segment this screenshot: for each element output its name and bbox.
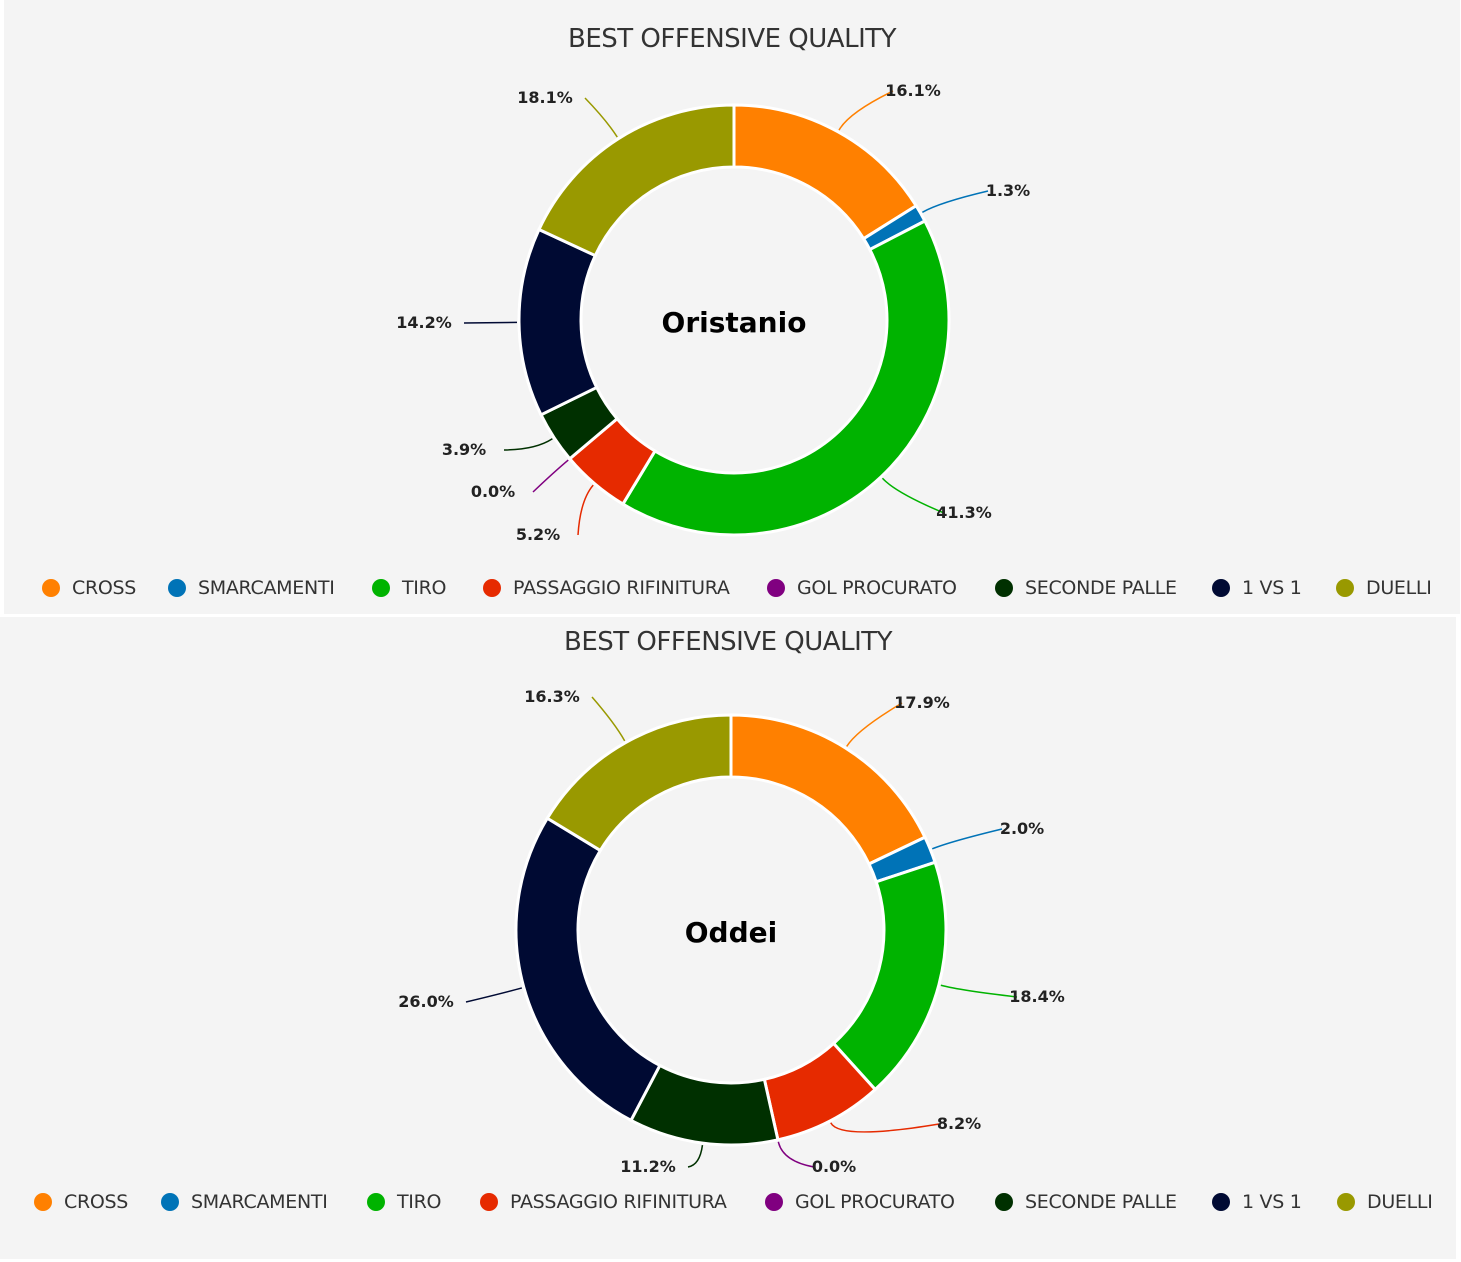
data-label: 3.9% (442, 440, 486, 459)
legend-item-smarcamenti[interactable]: SMARCAMENTI (161, 1190, 328, 1214)
leader-line (532, 459, 569, 493)
legend-marker-icon (367, 1193, 385, 1211)
donut-chart-oristanio: 16.1% 1.3% 41.3% 5.2% 0.0% 3.9% 14.2% 18.1% Oris… (396, 81, 1030, 544)
leader-line (687, 1145, 704, 1168)
leader-line (838, 90, 894, 131)
legend-item-seconde-palle[interactable]: SECONDE PALLE (995, 576, 1177, 600)
donut-slice-cross[interactable] (729, 713, 927, 866)
data-label: 8.2% (937, 1114, 981, 1133)
legend-label: TIRO (402, 577, 447, 599)
legend-marker-icon (767, 579, 785, 597)
legend-label: GOL PROCURATO (795, 1191, 955, 1213)
chart-title: BEST OFFENSIVE QUALITY (567, 24, 897, 54)
legend-marker-icon (480, 1193, 498, 1211)
leader-line (591, 696, 626, 742)
chart-panel-oristanio: BEST OFFENSIVE QUALITY 16.1% 1.3% 41.3% 5.2… (4, 0, 1460, 614)
data-label: 16.1% (885, 81, 941, 100)
data-label: 17.9% (894, 693, 950, 712)
donut-center-label: Oddei (685, 916, 777, 949)
legend-label: SMARCAMENTI (198, 577, 335, 599)
legend-item-duelli[interactable]: DUELLI (1337, 1190, 1433, 1214)
leader-line (463, 321, 518, 324)
legend-label: CROSS (72, 577, 137, 599)
legend-label: CROSS (64, 1191, 129, 1213)
legend-label: 1 VS 1 (1242, 577, 1302, 599)
legend-item-tiro[interactable]: TIRO (367, 1190, 441, 1214)
legend-marker-icon (1212, 1193, 1230, 1211)
donut-center-label: Oristanio (662, 306, 807, 339)
legend-label: TIRO (397, 1191, 442, 1213)
leader-line (846, 702, 903, 747)
data-label: 18.1% (517, 88, 573, 107)
legend-marker-icon (765, 1193, 783, 1211)
data-label: 2.0% (1000, 819, 1044, 838)
chart-panel-oddei: BEST OFFENSIVE QUALITY 17.9% 2.0% 18.4% 8.2… (0, 617, 1456, 1259)
data-label: 18.4% (1009, 987, 1065, 1006)
legend-item-seconde-palle[interactable]: SECONDE PALLE (995, 1190, 1177, 1214)
legend-item-1-vs-1[interactable]: 1 VS 1 (1212, 576, 1302, 600)
legend-label: SMARCAMENTI (191, 1191, 328, 1213)
leader-line (584, 97, 618, 138)
legend-item-cross[interactable]: CROSS (34, 1190, 128, 1214)
data-label: 14.2% (396, 313, 452, 332)
donut-slice-1-vs-1[interactable] (514, 816, 662, 1123)
leader-line (940, 984, 1018, 998)
leader-line (830, 1122, 940, 1133)
legend-item-passaggio-rifinitura[interactable]: PASSAGGIO RIFINITURA (483, 576, 730, 600)
leader-line (931, 828, 1003, 850)
donut-slice-duelli[interactable] (537, 103, 736, 258)
legend-label: 1 VS 1 (1242, 1191, 1302, 1213)
chart-title: BEST OFFENSIVE QUALITY (563, 627, 893, 657)
legend-marker-icon (995, 1193, 1013, 1211)
legend-marker-icon (168, 579, 186, 597)
legend-label: PASSAGGIO RIFINITURA (513, 577, 730, 599)
legend-item-passaggio-rifinitura[interactable]: PASSAGGIO RIFINITURA (480, 1190, 727, 1214)
data-label: 11.2% (620, 1157, 676, 1176)
legend-item-cross[interactable]: CROSS (42, 576, 136, 600)
leader-line (881, 477, 945, 514)
donut-chart-oddei: 17.9% 2.0% 18.4% 8.2% 0.0% 11.2% 26.0% 16.3% Odd… (398, 687, 1065, 1176)
legend-item-gol-procurato[interactable]: GOL PROCURATO (767, 576, 957, 600)
leader-line (503, 438, 553, 451)
donut-slice-1-vs-1[interactable] (517, 227, 599, 417)
legend-marker-icon (995, 579, 1013, 597)
leader-line (777, 1141, 815, 1168)
legend-item-duelli[interactable]: DUELLI (1336, 576, 1432, 600)
data-label: 41.3% (936, 503, 992, 522)
legend-label: SECONDE PALLE (1025, 577, 1177, 599)
donut-slice-tiro[interactable] (620, 218, 951, 537)
data-label: 5.2% (516, 525, 560, 544)
leader-line (465, 987, 523, 1003)
legend-label: DUELLI (1367, 1191, 1433, 1213)
data-label: 1.3% (986, 181, 1030, 200)
data-label: 0.0% (812, 1157, 856, 1176)
legend-marker-icon (1336, 579, 1354, 597)
legend-marker-icon (34, 1193, 52, 1211)
legend-item-smarcamenti[interactable]: SMARCAMENTI (168, 576, 335, 600)
leader-line (577, 484, 594, 536)
donut-slice-tiro[interactable] (831, 860, 948, 1092)
legend-item-tiro[interactable]: TIRO (372, 576, 446, 600)
donut-slice-duelli[interactable] (545, 713, 733, 853)
legend-marker-icon (372, 579, 390, 597)
chart-legend: CROSS SMARCAMENTI TIRO PASSAGGIO RIFINITURA… (4, 577, 1460, 618)
legend-item-gol-procurato[interactable]: GOL PROCURATO (765, 1190, 955, 1214)
legend-label: DUELLI (1366, 577, 1432, 599)
legend-marker-icon (483, 579, 501, 597)
legend-label: PASSAGGIO RIFINITURA (510, 1191, 727, 1213)
legend-label: GOL PROCURATO (797, 577, 957, 599)
data-label: 16.3% (524, 687, 580, 706)
donut-slice-cross[interactable] (732, 103, 919, 241)
legend-item-1-vs-1[interactable]: 1 VS 1 (1212, 1190, 1302, 1214)
data-label: 0.0% (471, 482, 515, 501)
legend-marker-icon (1337, 1193, 1355, 1211)
data-label: 26.0% (398, 992, 454, 1011)
legend-marker-icon (161, 1193, 179, 1211)
chart-legend: CROSS SMARCAMENTI TIRO PASSAGGIO RIFINITURA… (0, 1191, 1456, 1232)
leader-line (922, 190, 989, 213)
legend-marker-icon (1212, 579, 1230, 597)
legend-label: SECONDE PALLE (1025, 1191, 1177, 1213)
legend-marker-icon (42, 579, 60, 597)
